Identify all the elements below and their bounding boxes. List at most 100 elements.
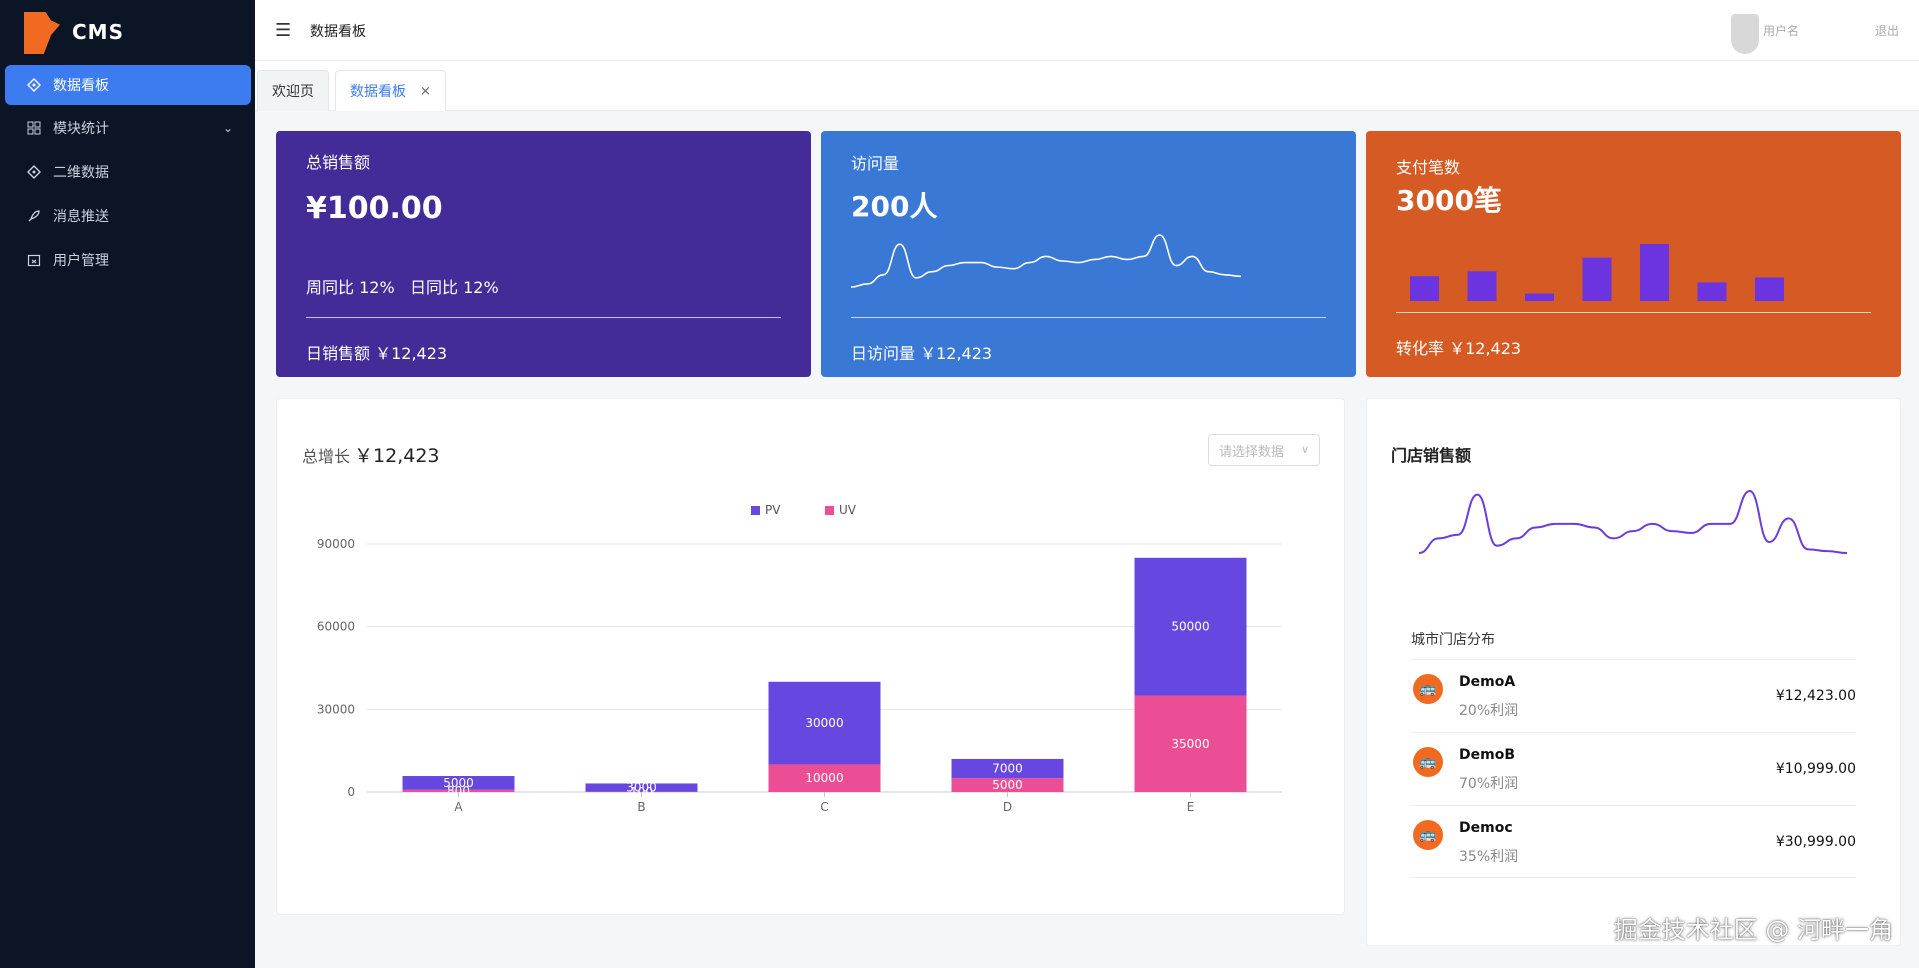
data-label-uv: 100 bbox=[630, 785, 653, 799]
avatar[interactable] bbox=[1731, 14, 1759, 54]
card-value: ¥100.00 bbox=[306, 191, 443, 226]
y-tick-label: 0 bbox=[347, 785, 355, 799]
select-placeholder: 请选择数据 bbox=[1219, 444, 1285, 460]
menu-toggle-icon[interactable]: ☰ bbox=[275, 20, 292, 41]
logout-link[interactable]: 退出 bbox=[1874, 24, 1899, 38]
legend-swatch bbox=[751, 506, 760, 515]
bus-icon: 🚌 bbox=[1413, 747, 1443, 777]
visits-card: 访问量 200人 日访问量 ￥12,423 bbox=[821, 131, 1356, 377]
payments-bar bbox=[1697, 282, 1727, 301]
payments-bar bbox=[1755, 277, 1784, 301]
data-label-uv: 10000 bbox=[805, 771, 843, 785]
legend-label[interactable]: UV bbox=[839, 503, 857, 517]
growth-title: 总增长 ￥12,423 bbox=[302, 441, 440, 468]
store-amount: ¥12,423.00 bbox=[1775, 688, 1856, 704]
store-name: DemoA bbox=[1459, 674, 1516, 690]
list-item[interactable]: 🚌 DemoA 20%利润 ¥12,423.00 bbox=[1411, 659, 1856, 732]
x-tick-label: E bbox=[1187, 800, 1195, 814]
bar-pv bbox=[402, 776, 515, 790]
visits-line bbox=[851, 234, 1242, 288]
breadcrumb: 数据看板 bbox=[310, 24, 366, 40]
y-tick-label: 60000 bbox=[317, 620, 355, 634]
card-title: 总销售额 bbox=[306, 153, 371, 172]
x-tick-label: B bbox=[637, 800, 645, 814]
payments-bar bbox=[1582, 257, 1612, 301]
list-item[interactable]: 🚌 Democ 35%利润 ¥30,999.00 bbox=[1411, 805, 1856, 878]
payments-bar bbox=[1467, 271, 1497, 301]
chevron-down-icon: ⌄ bbox=[222, 121, 233, 135]
rocket-icon bbox=[27, 209, 41, 223]
card-title: 访问量 bbox=[851, 154, 900, 173]
tab-dashboard[interactable]: 数据看板 × bbox=[335, 70, 446, 111]
sidebar-item-label: 模块统计 bbox=[53, 121, 109, 137]
logo-text: CMS bbox=[72, 20, 124, 44]
store-name: DemoB bbox=[1459, 747, 1515, 763]
bus-icon: 🚌 bbox=[1413, 820, 1443, 850]
store-amount: ¥30,999.00 bbox=[1775, 834, 1856, 850]
store-sparkline bbox=[1419, 489, 1848, 554]
close-icon[interactable]: × bbox=[420, 83, 431, 99]
bar-pv bbox=[768, 681, 881, 765]
x-tick-label: C bbox=[820, 800, 828, 814]
data-label-pv: 3000 bbox=[626, 781, 657, 795]
card-value: 200人 bbox=[851, 190, 938, 223]
payments-bar bbox=[1640, 244, 1669, 301]
sidebar-item-users[interactable]: 用户管理 bbox=[5, 240, 251, 280]
divider bbox=[306, 317, 781, 318]
payments-bar bbox=[1410, 276, 1439, 301]
city-title: 城市门店分布 bbox=[1411, 632, 1495, 648]
growth-value: ￥12,423 bbox=[354, 445, 440, 467]
top-header: ☰ 数据看板 用户名 退出 bbox=[255, 0, 1919, 61]
x-tick-label: D bbox=[1003, 800, 1012, 814]
grid-icon bbox=[27, 121, 41, 135]
card-footer: 日销售额 ￥12,423 bbox=[306, 344, 448, 363]
store-line bbox=[1419, 489, 1848, 554]
data-label-pv: 30000 bbox=[805, 716, 843, 730]
payments-card: 支付笔数 3000笔 转化率 ￥12,423 bbox=[1366, 131, 1901, 377]
y-tick-label: 90000 bbox=[317, 537, 355, 551]
stacked-bar-chart: PV UV03000060000900005000800A3000100B3000… bbox=[317, 503, 1282, 814]
store-profit: 35%利润 bbox=[1459, 849, 1519, 865]
sidebar-item-label: 数据看板 bbox=[53, 78, 109, 94]
bar-pv bbox=[585, 783, 698, 792]
tab-label: 数据看板 bbox=[350, 84, 406, 100]
sales-card: 总销售额 ¥100.00 周同比 12% 日同比 12% 日销售额 ￥12,42… bbox=[276, 131, 811, 377]
sidebar-item-module-stats[interactable]: 模块统计 ⌄ bbox=[5, 108, 251, 148]
card-value: 3000笔 bbox=[1396, 184, 1502, 217]
data-label-pv: 50000 bbox=[1171, 620, 1209, 634]
bar-uv bbox=[768, 764, 881, 792]
data-label-uv: 800 bbox=[447, 784, 470, 798]
user-name[interactable]: 用户名 bbox=[1762, 24, 1799, 38]
card-title: 支付笔数 bbox=[1396, 158, 1461, 177]
legend-label[interactable]: PV bbox=[765, 503, 781, 517]
divider bbox=[1396, 312, 1871, 313]
sidebar-item-push[interactable]: 消息推送 bbox=[5, 196, 251, 236]
bar-pv bbox=[951, 758, 1064, 779]
data-label-pv: 5000 bbox=[443, 776, 474, 790]
list-item[interactable]: 🚌 DemoB 70%利润 ¥10,999.00 bbox=[1411, 732, 1856, 805]
growth-label: 总增长 bbox=[302, 447, 351, 466]
data-select[interactable]: 请选择数据 ∨ bbox=[1208, 434, 1320, 466]
week-ratio: 周同比 12% bbox=[306, 278, 395, 297]
tab-label: 欢迎页 bbox=[272, 84, 314, 100]
day-ratio: 日同比 12% bbox=[410, 278, 499, 297]
tab-welcome[interactable]: 欢迎页 bbox=[257, 70, 329, 111]
sidebar-item-2d-data[interactable]: 二维数据 bbox=[5, 152, 251, 192]
data-label-pv: 7000 bbox=[992, 762, 1023, 776]
visits-sparkline bbox=[851, 234, 1242, 288]
dashboard-icon bbox=[27, 78, 41, 92]
watermark: 掘金技术社区 @ 河畔一角 bbox=[1613, 916, 1893, 944]
payments-bar bbox=[1525, 293, 1554, 301]
growth-panel: 总增长 ￥12,423 请选择数据 ∨ PV UV 0 30000 60000 90000 5… bbox=[276, 398, 1345, 915]
payments-bar-chart bbox=[1410, 244, 1784, 301]
data-label-uv: 5000 bbox=[992, 778, 1023, 792]
x-tick-label: A bbox=[454, 800, 463, 814]
tab-bar: 欢迎页 数据看板 × bbox=[255, 61, 1919, 111]
bar-uv bbox=[402, 789, 515, 792]
store-name: Democ bbox=[1459, 820, 1513, 836]
chevron-down-icon: ∨ bbox=[1300, 443, 1309, 456]
sidebar-item-dashboard[interactable]: 数据看板 bbox=[5, 65, 251, 105]
y-tick-label: 30000 bbox=[317, 702, 355, 716]
store-title: 门店销售额 bbox=[1391, 446, 1472, 465]
bar-uv bbox=[1134, 695, 1247, 792]
